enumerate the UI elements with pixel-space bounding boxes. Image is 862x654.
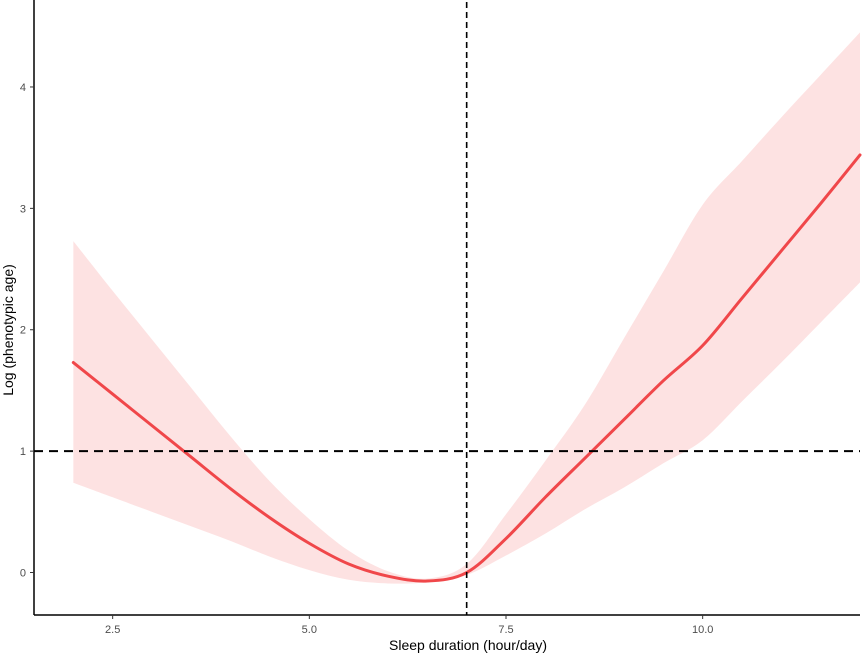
data-point: [780, 249, 783, 252]
data-point: [583, 457, 586, 460]
data-point: [859, 153, 862, 156]
data-point: [308, 542, 311, 545]
data-point: [701, 344, 704, 347]
data-point: [190, 456, 193, 459]
data-point: [623, 418, 626, 421]
data-point: [544, 496, 547, 499]
data-point: [151, 424, 154, 427]
y-tick-label: 1: [20, 446, 26, 458]
x-tick-label: 10.0: [692, 624, 713, 636]
data-point: [741, 297, 744, 300]
x-tick-label: 2.5: [105, 624, 120, 636]
data-point: [819, 202, 822, 205]
data-point: [347, 563, 350, 566]
data-point: [111, 393, 114, 396]
data-point: [426, 580, 429, 583]
y-axis-title: Log (phenotypic age): [0, 264, 16, 396]
x-tick-label: 5.0: [302, 624, 317, 636]
y-tick-label: 4: [20, 82, 26, 94]
data-point: [662, 379, 665, 382]
data-point: [505, 537, 508, 540]
confidence-band: [73, 32, 860, 584]
y-tick-label: 2: [20, 325, 26, 337]
data-point: [387, 575, 390, 578]
x-tick-label: 7.5: [498, 624, 513, 636]
x-axis-title: Sleep duration (hour/day): [389, 637, 547, 653]
y-tick-label: 0: [20, 568, 26, 580]
data-point: [72, 361, 75, 364]
data-point: [229, 487, 232, 490]
y-tick-label: 3: [20, 203, 26, 215]
data-point: [269, 516, 272, 519]
